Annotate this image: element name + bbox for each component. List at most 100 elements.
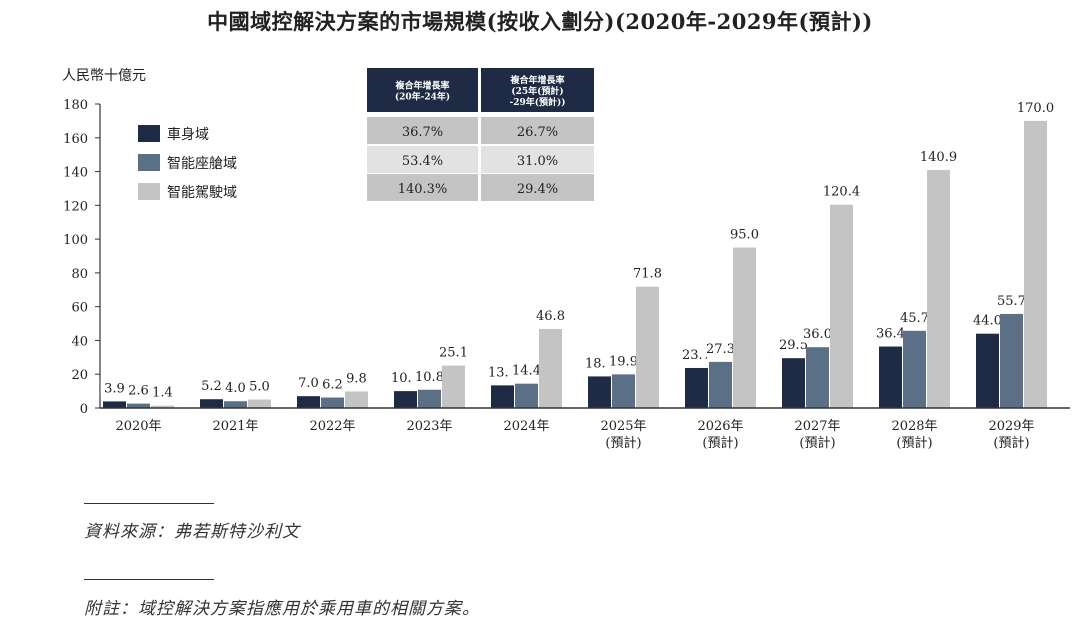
data-label-group: 4.0 — [221, 379, 250, 397]
cagr-header-text: (20年-24年) — [395, 91, 450, 103]
y-tick-label: 100 — [63, 233, 88, 248]
cagr-cell — [367, 146, 478, 173]
bar-0-3 — [394, 391, 417, 408]
bar-0-6 — [685, 367, 708, 408]
bar-0-7 — [782, 358, 805, 408]
bar-0-2 — [297, 396, 320, 408]
x-tick-label: 2021年 — [212, 419, 258, 434]
data-label: 5.2 — [201, 379, 222, 394]
x-tick-label: 2025年 — [600, 419, 646, 434]
y-tick-label: 80 — [71, 267, 88, 282]
data-label-group: 120.4 — [819, 182, 864, 200]
data-label-group: 95.0 — [726, 225, 763, 243]
data-label: 10.8 — [415, 370, 444, 385]
data-label-group: 27.3 — [702, 339, 739, 357]
bar-2-6 — [733, 247, 756, 408]
bar-1-1 — [224, 401, 247, 408]
x-tick-label: 2026年 — [697, 419, 743, 434]
data-label: 120.4 — [823, 185, 860, 200]
x-tick-label: (預計) — [702, 435, 738, 451]
footnote: 附註：域控解決方案指應用於乘用車的相關方案。 — [84, 599, 480, 619]
legend-swatch-2 — [138, 183, 160, 200]
data-label-group: 5.0 — [245, 377, 274, 395]
bar-0-5 — [588, 376, 611, 408]
data-label-bg — [318, 375, 347, 393]
data-label-bg — [896, 308, 933, 326]
data-label-group: 10.8 — [411, 367, 448, 385]
cagr-cell — [481, 146, 594, 173]
data-label-group: 14.4 — [508, 361, 545, 379]
bar-1-4 — [515, 383, 538, 408]
data-label: 71.8 — [633, 267, 662, 282]
bar-0-1 — [200, 399, 223, 408]
bar-2-7 — [830, 204, 853, 408]
bar-0-0 — [103, 401, 126, 408]
bar-2-3 — [442, 365, 465, 408]
footnote-rule — [84, 579, 214, 580]
cagr-value: 31.0% — [517, 154, 558, 169]
data-label-bg — [916, 148, 961, 166]
cagr-header-text: 複合年增長率 — [394, 80, 449, 92]
data-label-bg — [294, 374, 323, 392]
data-label-bg — [605, 352, 642, 370]
bar-2-9 — [1024, 120, 1047, 408]
data-label-bg — [508, 361, 545, 379]
cagr-value: 26.7% — [517, 125, 558, 140]
data-label-bg — [872, 324, 909, 342]
bar-2-0 — [151, 405, 174, 408]
data-label-group: 44.0 — [969, 311, 1006, 329]
data-label: 14.4 — [512, 364, 541, 379]
data-label-group: 71.8 — [629, 264, 666, 282]
data-label-bg — [799, 325, 836, 343]
data-label: 4.0 — [225, 381, 246, 396]
cagr-header-text: 複合年增長率 — [509, 74, 564, 86]
cagr-value: 36.7% — [402, 125, 443, 140]
data-label: 3.9 — [104, 381, 125, 396]
data-label-group: 19.9 — [605, 352, 642, 370]
x-tick-label: 2020年 — [115, 419, 161, 434]
legend-label: 智能駕駛域 — [167, 185, 237, 201]
chart-title: 中國域控解決方案的市場規模(按收入劃分)(2020年-2029年(預計)) — [207, 9, 873, 34]
y-tick-label: 160 — [63, 132, 88, 147]
legend-label: 智能座艙域 — [167, 156, 237, 172]
data-label-group: 170.0 — [1013, 98, 1058, 116]
data-label-bg — [221, 379, 250, 397]
data-label-bg — [702, 339, 739, 357]
source-rule — [84, 503, 214, 504]
data-label-bg — [993, 291, 1030, 309]
data-label-group: 9.8 — [342, 369, 371, 387]
data-label-group: 25.1 — [435, 343, 472, 361]
source-note: 資料來源：弗若斯特沙利文 — [84, 522, 300, 542]
bar-2-5 — [636, 286, 659, 408]
data-label-group: 55.7 — [993, 291, 1030, 309]
cagr-value: 140.3% — [398, 182, 448, 197]
data-label: 44.0 — [973, 314, 1002, 329]
y-tick-label: 20 — [71, 368, 88, 383]
cagr-table: 複合年增長率(20年-24年)複合年增長率(25年(預計)-29年(預計))36… — [367, 68, 594, 201]
data-label: 2.6 — [128, 384, 149, 399]
bar-2-1 — [248, 399, 271, 408]
data-label: 45.7 — [900, 311, 929, 326]
y-tick-label: 60 — [71, 301, 88, 316]
data-label: 9.8 — [346, 371, 367, 386]
bar-2-8 — [927, 170, 950, 408]
legend-swatch-0 — [138, 125, 160, 142]
x-tick-label: (預計) — [799, 435, 835, 451]
cagr-value: 53.4% — [402, 154, 443, 169]
data-label-group: 140.9 — [916, 148, 961, 166]
x-tick-label: 2024年 — [503, 419, 549, 434]
data-label-bg — [532, 306, 569, 324]
bar-1-2 — [321, 397, 344, 408]
bar-0-9 — [976, 333, 999, 408]
data-label: 140.9 — [920, 150, 957, 165]
y-axis: 0 20 40 60 80 100 120 140 160 180 — [63, 98, 101, 417]
data-label-group: 5.2 — [197, 377, 226, 395]
y-tick-label: 0 — [80, 402, 88, 417]
data-label-bg — [342, 369, 371, 387]
cagr-cell — [367, 174, 478, 201]
data-label-bg — [969, 311, 1006, 329]
data-label: 170.0 — [1017, 101, 1054, 116]
y-tick-label: 140 — [63, 166, 88, 181]
cagr-cell — [367, 117, 478, 144]
